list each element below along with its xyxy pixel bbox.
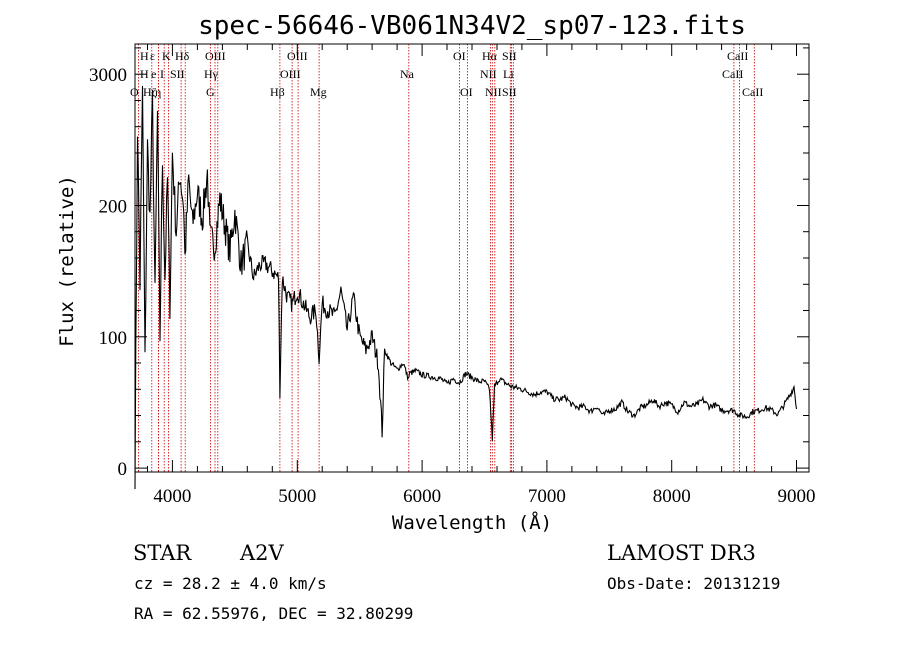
line-label-row3-3: G	[206, 85, 215, 99]
line-label-row1-1: ε	[150, 49, 155, 63]
line-label-row1-0: H	[140, 49, 149, 63]
x-tick-label-5000: 5000	[278, 486, 316, 507]
line-label-row2-1: e	[151, 67, 156, 81]
line-label-row3-6: OI	[460, 85, 473, 99]
y-tick-label-2000: 200	[99, 197, 128, 218]
spectrum-series	[134, 85, 798, 490]
x-tick-label-8000: 8000	[653, 486, 691, 507]
line-label-row1-7: Hα	[482, 49, 498, 63]
line-label-row3-9: CaII	[742, 85, 763, 99]
line-label-row1-9: CaII	[727, 49, 748, 63]
line-label-row3-8: SII	[502, 85, 517, 99]
line-label-row3-2: η	[155, 85, 161, 99]
line-label-row2-5: OIII	[280, 67, 301, 81]
x-tick-label-7000: 7000	[528, 486, 566, 507]
line-label-row2-2: I	[160, 67, 164, 81]
class-label: STAR	[133, 541, 192, 565]
x-tick-label-4000: 4000	[153, 486, 191, 507]
line-label-row2-4: Hγ	[204, 67, 219, 81]
line-label-row2-7: NII	[480, 67, 497, 81]
line-label-row1-6: OI	[453, 49, 466, 63]
obs-date-label: Obs-Date: 20131219	[607, 574, 780, 593]
line-label-row3-7: NII	[485, 85, 502, 99]
x-axis: 4000 5000 6000 7000 8000 9000	[147, 44, 816, 507]
line-label-row3-4: Hβ	[270, 85, 285, 99]
plot-frame	[134, 43, 810, 473]
x-tick-label-6000: 6000	[403, 486, 441, 507]
radec-label: RA = 62.55976, DEC = 32.80299	[134, 604, 413, 623]
line-label-row2-6: Na	[400, 67, 415, 81]
line-label-row1-3: Hδ	[175, 49, 190, 63]
emission-line-markers	[137, 44, 755, 472]
x-axis-label: Wavelength (Å)	[392, 511, 552, 534]
y-tick-label-1000: 100	[99, 328, 128, 349]
line-label-row1-4: OIII	[205, 49, 226, 63]
spectrum-line-0	[134, 85, 798, 490]
line-label-row1-8: SII	[502, 49, 517, 63]
line-label-row3-5: Mg	[310, 85, 327, 99]
redshift-label: cz = 28.2 ± 4.0 km/s	[134, 574, 327, 593]
y-tick-label-3000: 3000	[89, 65, 127, 86]
line-label-row2-3: SII	[170, 67, 185, 81]
subclass-label: A2V	[239, 541, 285, 565]
y-axis: 0 100 200 3000	[89, 47, 809, 480]
line-label-row1-2: K	[162, 49, 171, 63]
x-tick-label-9000: 9000	[778, 486, 816, 507]
y-tick-label-0: 0	[118, 459, 128, 480]
y-axis-label: Flux (relative)	[56, 175, 78, 347]
line-label-row2-8: Li	[503, 67, 514, 81]
line-label-row2-9: CaII	[722, 67, 743, 81]
chart-title: spec-56646-VB061N34V2_sp07-123.fits	[198, 11, 746, 41]
line-label-row3-1: Hζ	[143, 85, 157, 99]
survey-label: LAMOST DR3	[607, 541, 756, 565]
